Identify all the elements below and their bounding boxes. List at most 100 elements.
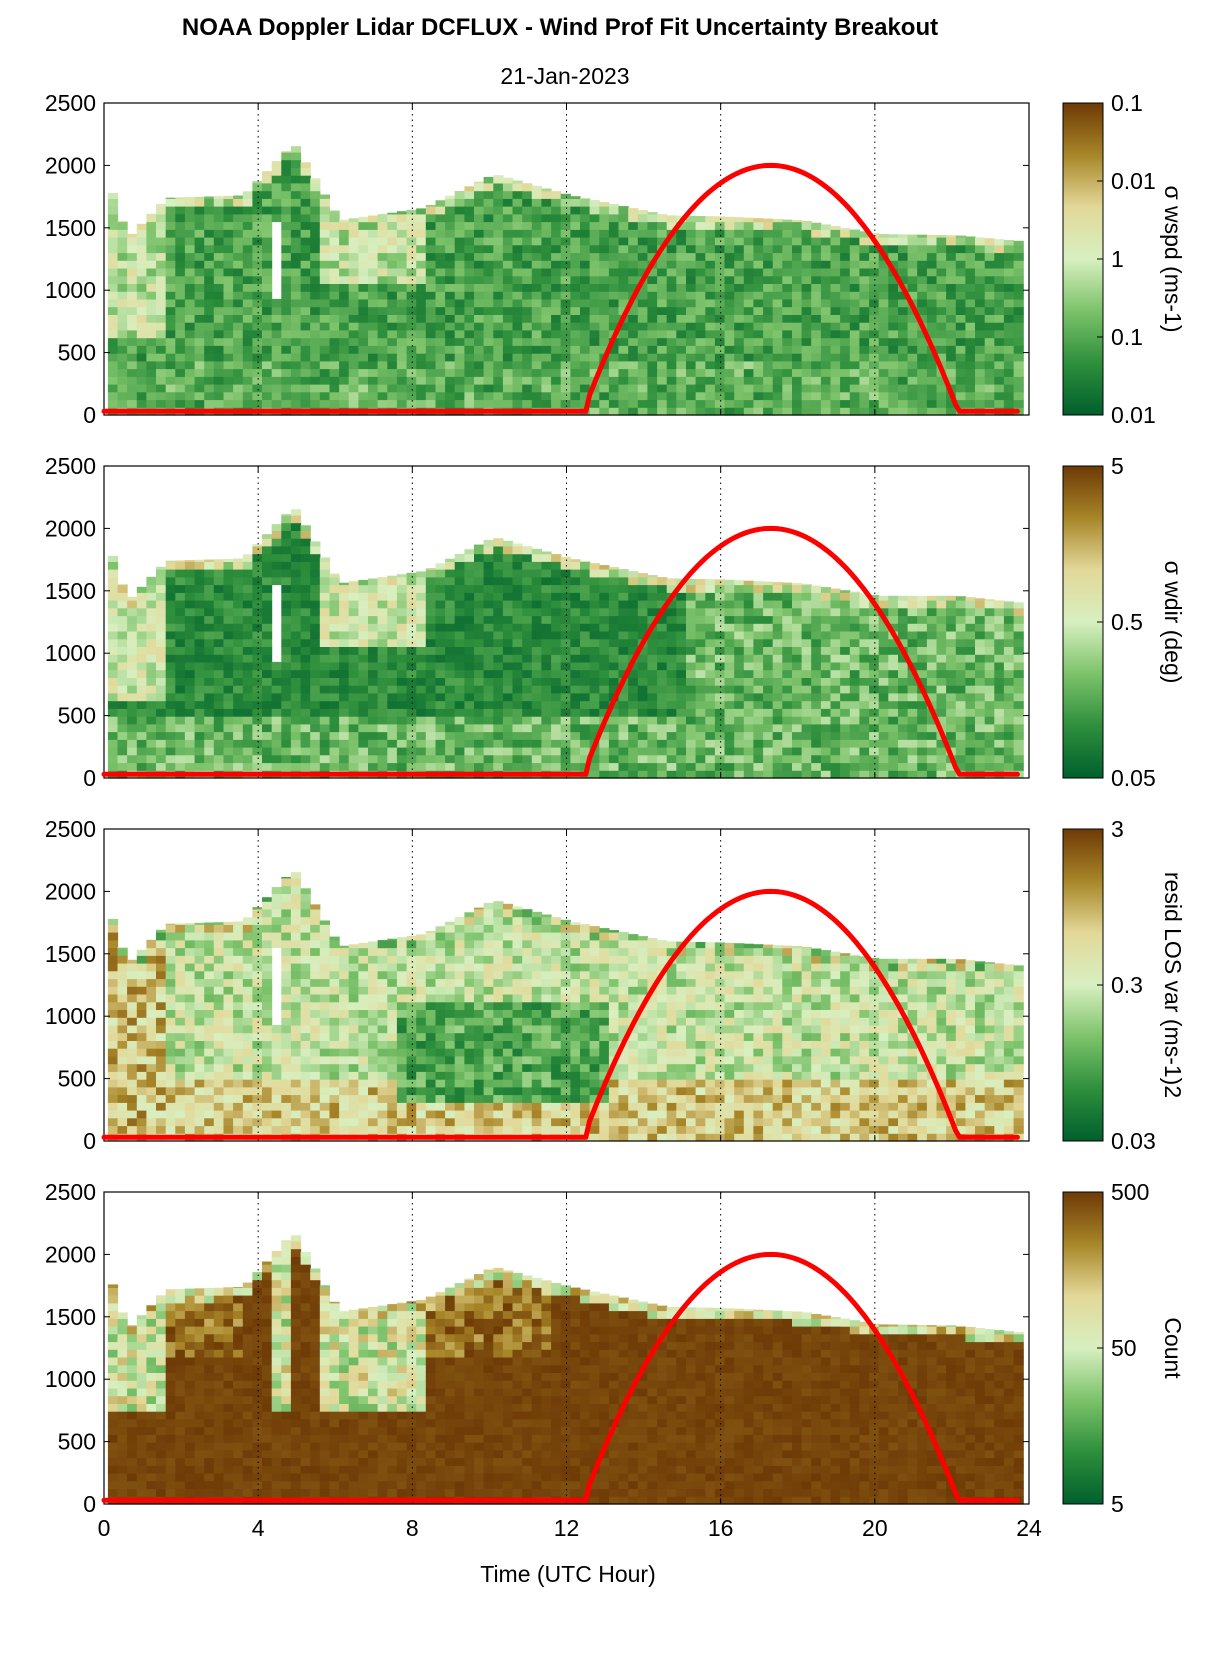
heatmap-cell [319,314,330,323]
heatmap-cell [975,275,986,284]
heatmap-cell [223,306,234,315]
heatmap-cell [377,337,388,346]
heatmap-cell [522,716,533,725]
heatmap-cell [358,607,369,617]
heatmap-cell [512,329,523,339]
heatmap-cell [474,237,485,246]
heatmap-cell [888,615,899,624]
heatmap-cell [502,221,514,230]
heatmap-cell [560,754,571,764]
heatmap-cell [772,685,783,694]
heatmap-cell [782,219,793,223]
heatmap-cell [107,646,119,655]
heatmap-cell [589,237,600,246]
heatmap-cell [223,198,234,207]
heatmap-cell [531,569,542,578]
heatmap-cell [425,314,436,323]
heatmap-cell [714,669,726,678]
heatmap-cell [483,206,494,215]
heatmap-cell [290,337,302,346]
heatmap-cell [782,244,793,254]
heatmap-cell [522,206,533,215]
heatmap-cell [888,731,899,740]
heatmap-cell [859,237,870,246]
heatmap-cell [608,221,620,230]
heatmap-cell [840,708,851,717]
heatmap-cell [194,237,205,246]
heatmap-cell [724,708,735,717]
heatmap-cell [290,376,302,385]
heatmap-cell [425,360,436,370]
heatmap-cell [772,654,783,663]
heatmap-cell [146,283,157,292]
heatmap-cell [705,646,716,655]
heatmap-cell [107,754,119,764]
heatmap-cell [1003,384,1015,393]
heatmap-cell [358,345,369,354]
heatmap-cell [657,291,668,300]
heatmap-cell [454,244,465,254]
heatmap-cell [204,669,215,678]
heatmap-cell [647,399,658,408]
heatmap-cell [686,399,697,408]
heatmap-cell [396,275,408,284]
heatmap-cell [531,384,542,393]
heatmap-cell [608,600,620,609]
heatmap-cell [319,268,330,277]
heatmap-cell [811,260,822,269]
heatmap-cell [714,692,726,702]
heatmap-cell [175,739,186,748]
heatmap-cell [252,561,263,570]
heatmap-cell [589,708,600,717]
heatmap-cell [599,623,610,632]
heatmap-cell [869,345,880,354]
heatmap-cell [628,631,639,640]
heatmap-cell [502,291,514,300]
heatmap-cell [522,708,533,717]
heatmap-cell [917,237,928,246]
heatmap-cell [618,685,629,694]
heatmap-cell [146,692,157,702]
heatmap-cell [657,329,668,339]
heatmap-cell [714,337,726,346]
heatmap-cell [714,407,726,416]
heatmap-cell [512,692,523,702]
heatmap-cell [252,731,263,740]
heatmap-cell [782,654,793,663]
heatmap-cell [830,337,841,346]
heatmap-cell [435,739,446,748]
heatmap-cell [368,306,379,315]
heatmap-cell [705,731,716,740]
heatmap-cell [319,557,330,562]
heatmap-cell [926,646,938,655]
heatmap-cell [156,700,167,709]
heatmap-cell [686,237,697,246]
heatmap-cell [743,723,754,733]
heatmap-cell [801,584,812,593]
heatmap-cell [127,596,138,601]
heatmap-cell [560,739,571,748]
heatmap-cell [647,221,658,230]
heatmap-cell [512,252,523,261]
heatmap-cell [869,368,880,377]
heatmap-cell [898,391,909,401]
heatmap-cell [782,260,793,269]
heatmap-cell [830,244,841,254]
heatmap-cell [175,268,186,277]
heatmap-cell [859,391,870,401]
heatmap-cell [801,762,812,771]
heatmap-cell [252,708,263,717]
heatmap-cell [917,646,928,655]
heatmap-cell [647,584,658,593]
heatmap-cell [281,175,292,184]
heatmap-cell [984,337,995,346]
heatmap-cell [763,376,774,385]
heatmap-cell [493,368,504,377]
heatmap-cell [262,291,273,300]
heatmap-cell [714,700,726,709]
heatmap-cell [840,227,851,230]
heatmap-cell [869,739,880,748]
heatmap-cell [580,283,591,292]
heatmap-cell [435,600,446,609]
heatmap-cell [849,685,860,694]
